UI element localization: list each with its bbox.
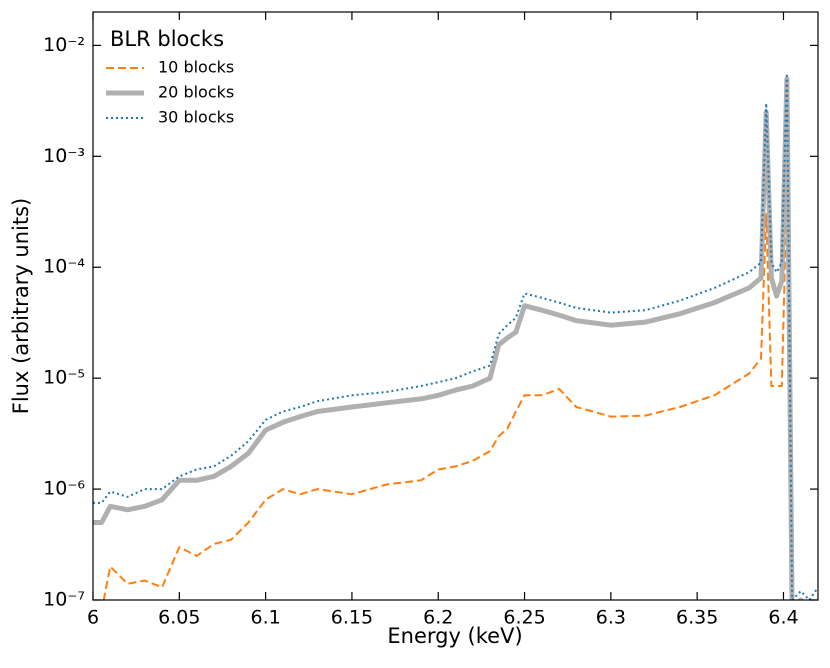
legend-label: 30 blocks — [158, 108, 234, 127]
legend-title: BLR blocks — [110, 27, 224, 51]
y-tick-label: 10⁻² — [43, 34, 85, 56]
y-tick-label: 10⁻⁶ — [43, 478, 85, 500]
plot-frame — [92, 11, 819, 601]
x-tick-label: 6.4 — [768, 607, 798, 629]
x-axis-label: Energy (keV) — [387, 624, 522, 648]
plot-lines — [93, 72, 818, 600]
legend-label: 10 blocks — [158, 58, 234, 77]
x-tick-label: 6 — [87, 607, 99, 629]
y-tick-label: 10⁻⁵ — [43, 367, 85, 389]
x-tick-label: 6.3 — [596, 607, 626, 629]
x-tick-label: 6.15 — [331, 607, 373, 629]
y-axis-label: Flux (arbitrary units) — [9, 198, 33, 414]
y-tick-label: 10⁻³ — [43, 145, 85, 167]
x-tick-label: 6.05 — [158, 607, 200, 629]
data-line — [93, 76, 804, 600]
x-tick-label: 6.1 — [251, 607, 281, 629]
x-tick-label: 6.35 — [676, 607, 718, 629]
legend-label: 20 blocks — [158, 83, 234, 102]
x-tick-label: 6.25 — [503, 607, 545, 629]
x-tick-label: 6.2 — [423, 607, 453, 629]
y-tick-label: 10⁻⁷ — [43, 589, 85, 611]
y-tick-label: 10⁻⁴ — [43, 256, 85, 278]
data-line — [93, 184, 793, 600]
data-line — [93, 72, 818, 600]
